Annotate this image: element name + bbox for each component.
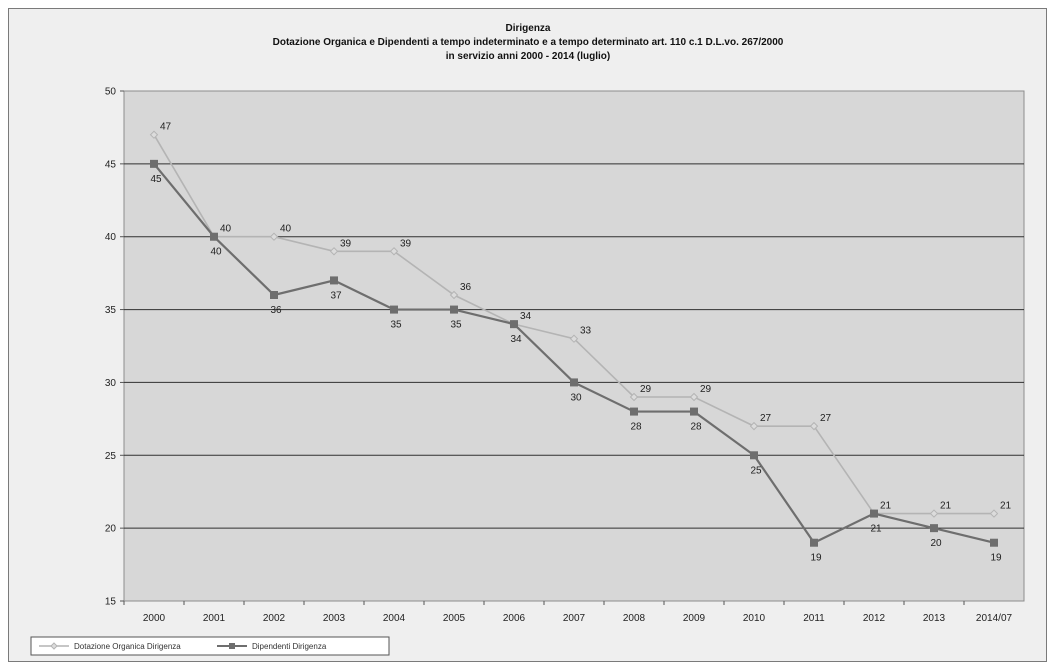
legend-entry: Dotazione Organica Dirigenza [74,642,181,651]
data-label: 25 [750,465,762,476]
legend: Dotazione Organica Dirigenza Dipendenti D… [30,636,390,656]
x-tick-label: 2009 [683,613,706,624]
point-marker [989,509,999,518]
title-line-1: Dirigenza [505,23,550,34]
data-label: 21 [1000,501,1012,512]
chart-svg: Dirigenza Dotazione Organica e Dipendenti… [30,23,1025,656]
data-label: 28 [630,422,642,433]
data-label: 19 [990,553,1002,564]
x-tick-label: 2001 [203,613,226,624]
y-tick-label: 20 [105,524,117,535]
series-lines [149,130,999,547]
data-label: 39 [400,238,412,249]
data-label: 30 [570,392,582,403]
chart-title: Dirigenza Dotazione Organica e Dipendenti… [273,23,784,62]
x-tick-label: 2003 [323,613,346,624]
point-marker [270,291,278,299]
point-marker [569,334,579,343]
y-tick-label: 15 [105,597,117,608]
x-tick-label: 2004 [383,613,406,624]
data-label: 21 [880,501,892,512]
data-label: 35 [450,320,462,331]
x-tick-label: 2007 [563,613,586,624]
data-label: 47 [160,122,172,133]
point-marker [390,305,398,314]
point-marker [330,276,338,285]
legend-entry: Dipendenti Dirigenza [252,642,327,651]
x-tick-label: 2006 [503,613,526,624]
data-label: 40 [210,247,222,258]
data-label: 37 [330,290,342,301]
point-marker [810,538,818,547]
chart-frame: Dirigenza Dotazione Organica e Dipendenti… [8,8,1047,662]
x-tick-label: 2000 [143,613,166,624]
point-marker [450,305,458,314]
x-tick-label: 2002 [263,613,286,624]
x-tick-label: 2013 [923,613,946,624]
data-label: 27 [820,413,832,424]
y-tick-label: 45 [105,159,117,170]
point-marker [150,159,158,168]
x-tick-label: 2011 [803,613,825,624]
point-marker [149,130,159,139]
data-label: 39 [340,238,352,249]
point-marker [809,421,819,431]
point-marker [510,320,518,329]
plot-area [123,90,1025,602]
title-line-2: Dotazione Organica e Dipendenti a tempo … [273,37,784,48]
data-label: 29 [700,384,712,395]
point-marker [449,290,459,300]
data-labels: 47 40 40 39 39 36 34 33 29 29 27 27 21 21 21 45 40 36 37 35… [150,122,1011,564]
data-label: 21 [870,524,882,535]
data-label: 19 [810,553,822,564]
point-marker [570,378,578,387]
y-tick-label: 40 [105,232,117,243]
data-label: 34 [510,334,522,345]
data-label: 28 [690,422,702,433]
data-label: 36 [270,305,282,316]
point-marker [689,392,699,402]
legend-marker [229,643,235,649]
point-marker [269,232,279,241]
x-tick-label: 2005 [443,613,466,624]
x-axis-ticks: 2000 2001 2002 2003 2004 2005 2006 2007 2008 2009… [123,601,1013,624]
x-tick-label: 2008 [623,613,646,624]
y-axis-ticks: 15 20 25 30 35 40 45 50 [105,87,124,608]
point-marker [750,451,758,460]
point-marker [389,247,399,256]
point-marker [870,509,878,518]
point-marker [210,232,218,241]
point-marker [929,509,939,518]
data-label: 36 [460,282,472,293]
data-label: 34 [520,311,532,322]
y-tick-label: 35 [105,305,117,316]
legend-box [30,636,390,656]
legend-marker [50,642,58,650]
y-tick-label: 25 [105,451,117,462]
title-line-3: in servizio anni 2000 - 2014 (luglio) [446,51,611,62]
data-label: 40 [280,224,292,235]
data-label: 33 [580,326,592,337]
point-marker [990,538,998,547]
data-label: 20 [930,538,942,549]
data-label: 45 [150,174,162,185]
point-marker [329,247,339,256]
x-tick-label: 2012 [863,613,886,624]
point-marker [749,421,759,431]
y-tick-label: 30 [105,378,117,389]
plot-background [123,90,1025,602]
point-marker [690,407,698,416]
x-tick-label: 2010 [743,613,766,624]
point-marker [930,524,938,533]
point-marker [630,407,638,416]
data-label: 21 [940,501,952,512]
y-tick-label: 50 [105,87,117,98]
data-label: 27 [760,413,772,424]
data-label: 40 [220,224,232,235]
point-marker [629,392,639,402]
data-label: 29 [640,384,652,395]
x-tick-label: 2014/07 [976,613,1013,624]
data-label: 35 [390,320,402,331]
